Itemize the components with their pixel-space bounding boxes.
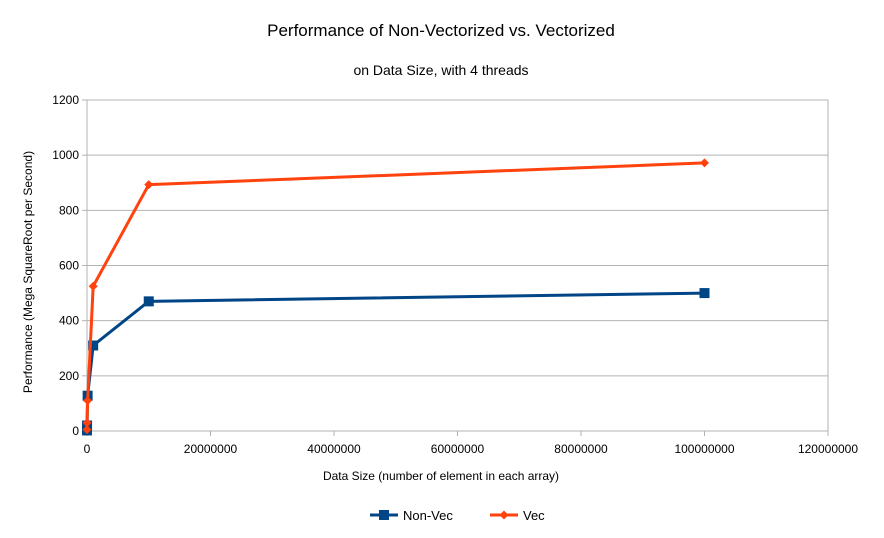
data-point-vec [82,418,92,428]
y-tick-label: 200 [59,369,79,383]
y-tick-label: 400 [59,314,79,328]
series-vec [82,158,709,435]
data-point-vec [700,158,709,168]
data-point-vec [144,180,154,190]
x-tick-label: 40000000 [307,442,361,456]
legend: Non-Vec Vec [370,508,545,523]
legend-swatch-marker [379,510,389,520]
x-tick-label: 100000000 [674,442,734,456]
data-point-non-vec [699,288,710,299]
x-tick-label: 120000000 [798,442,858,456]
y-tick-label: 1200 [52,93,79,107]
x-tick-label: 0 [84,442,91,456]
series-lines [82,158,710,436]
chart-title: Performance of Non-Vectorized vs. Vector… [267,21,615,40]
gridlines [87,99,828,432]
x-axis-title: Data Size (number of element in each arr… [323,469,559,483]
x-axis-ticks: 0 20000000 40000000 60000000 80000000 1000000… [84,431,858,456]
legend-item-non-vec: Non-Vec [370,508,453,523]
x-tick-label: 80000000 [554,442,608,456]
x-tick-label: 20000000 [184,442,238,456]
y-tick-label: 800 [59,203,79,217]
legend-label: Non-Vec [403,508,453,523]
data-point-non-vec [88,340,99,351]
data-point-vec [82,425,92,435]
data-point-vec [83,396,93,406]
y-tick-label: 600 [59,259,79,273]
legend-swatch-marker [499,510,509,520]
legend-item-vec: Vec [490,508,545,523]
y-axis-title: Performance (Mega SquareRoot per Second) [21,151,35,393]
y-tick-label: 0 [72,424,79,438]
series-line-non-vec [85,291,705,431]
data-point-vec [88,281,98,291]
y-tick-label: 1000 [52,148,79,162]
series-non-vec [82,288,710,436]
x-tick-label: 60000000 [431,442,485,456]
y-axis-ticks: 0 200 400 600 800 1000 1200 [52,93,87,438]
data-point-non-vec [143,296,154,307]
legend-label: Vec [523,508,545,523]
chart-subtitle: on Data Size, with 4 threads [353,62,528,78]
